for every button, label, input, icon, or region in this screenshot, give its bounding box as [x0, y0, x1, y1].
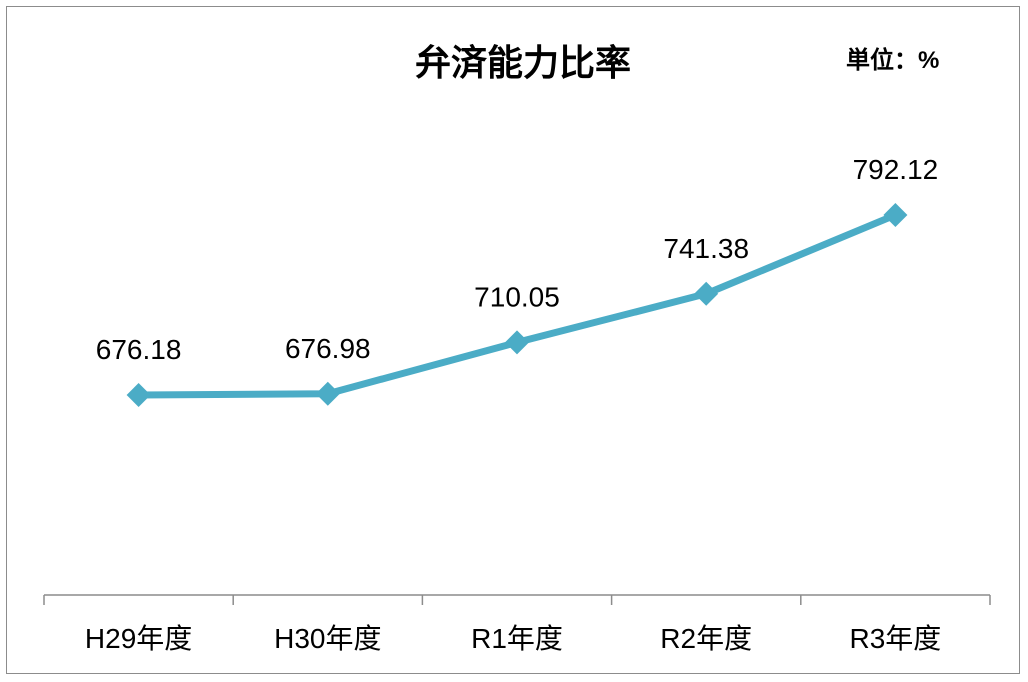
data-label: 676.98 — [285, 333, 371, 364]
x-tick-label: H29年度 — [85, 623, 192, 654]
data-point-marker — [126, 383, 151, 407]
data-point-marker — [883, 203, 908, 227]
x-tick-label: R1年度 — [471, 623, 563, 654]
data-label: 710.05 — [474, 281, 560, 312]
chart-title: 弁済能力比率 — [414, 42, 631, 83]
x-tick-label: H30年度 — [274, 623, 381, 654]
x-tick-label: R3年度 — [850, 623, 942, 654]
data-point-marker — [315, 381, 340, 406]
data-label: 676.18 — [96, 334, 182, 365]
unit-label: 単位：% — [846, 47, 940, 74]
data-label: 792.12 — [853, 154, 939, 185]
data-point-marker — [505, 330, 529, 355]
x-tick-label: R2年度 — [660, 623, 752, 654]
data-point-marker — [694, 281, 719, 306]
data-label: 741.38 — [663, 233, 749, 264]
